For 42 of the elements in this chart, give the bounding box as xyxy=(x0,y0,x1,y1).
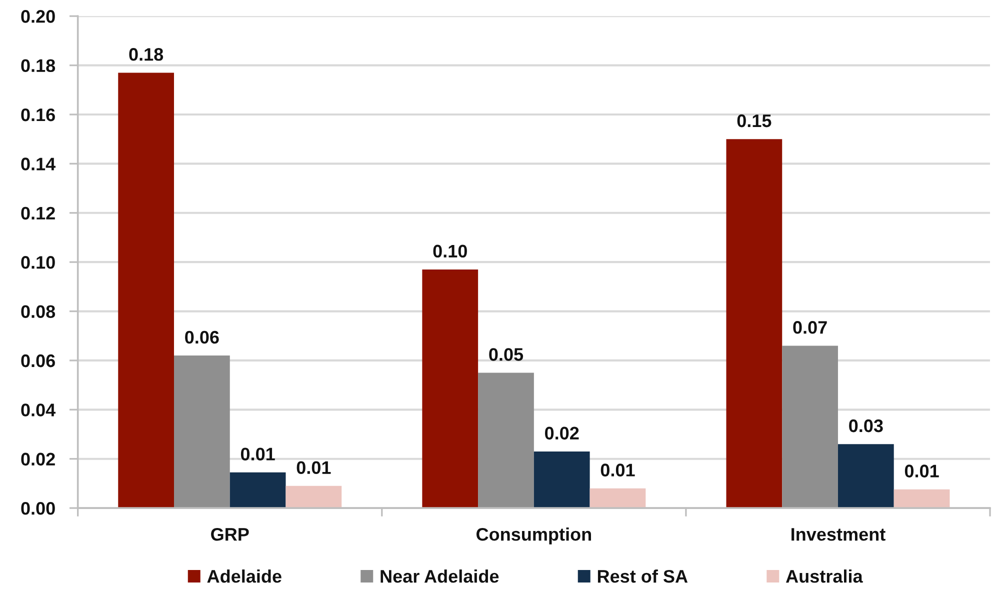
data-label: 0.10 xyxy=(433,244,467,258)
y-tick-label: 0.16 xyxy=(21,108,55,122)
y-tick-label: 0.06 xyxy=(21,354,55,368)
y-tick-label: 0.04 xyxy=(21,404,56,416)
y-tick-label: 0.12 xyxy=(21,206,55,220)
data-label: 0.07 xyxy=(793,321,827,334)
y-tick-label: 0.10 xyxy=(21,256,55,269)
data-label: 0.18 xyxy=(129,48,164,61)
bar xyxy=(286,486,342,508)
y-tick-label: 0.18 xyxy=(21,59,56,72)
bar xyxy=(726,139,782,508)
bar xyxy=(118,72,174,508)
data-label: 0.03 xyxy=(849,419,883,432)
data-label: 0.02 xyxy=(545,426,579,440)
data-label: 0.01 xyxy=(600,464,635,476)
legend-label: Near Adelaide xyxy=(380,569,499,583)
y-tick-label: 0.20 xyxy=(21,10,55,23)
data-label: 0.01 xyxy=(904,464,939,478)
x-tick-label: GRP xyxy=(211,528,249,541)
y-tick-label: 0.00 xyxy=(21,502,55,515)
x-tick-label: Consumption xyxy=(476,527,591,544)
legend-label: Adelaide xyxy=(207,569,282,583)
bar xyxy=(534,451,590,508)
data-label: 0.01 xyxy=(296,461,331,474)
y-tick-label: 0.02 xyxy=(21,452,55,466)
bar xyxy=(230,472,286,508)
data-label: 0.01 xyxy=(240,448,275,460)
data-label: 0.15 xyxy=(737,114,772,128)
bar xyxy=(590,488,646,508)
bar xyxy=(422,269,478,508)
bar xyxy=(894,489,950,508)
data-label: 0.06 xyxy=(185,330,219,344)
bar xyxy=(782,346,838,508)
data-label: 0.05 xyxy=(489,348,524,361)
legend-label: Australia xyxy=(786,569,863,583)
y-tick-label: 0.14 xyxy=(21,158,56,170)
y-tick-label: 0.08 xyxy=(21,305,56,318)
legend-label: Rest of SA xyxy=(598,569,688,583)
bar xyxy=(478,372,534,508)
x-tick-label: Investment xyxy=(792,528,886,541)
bar xyxy=(838,444,894,508)
bar xyxy=(174,356,230,508)
